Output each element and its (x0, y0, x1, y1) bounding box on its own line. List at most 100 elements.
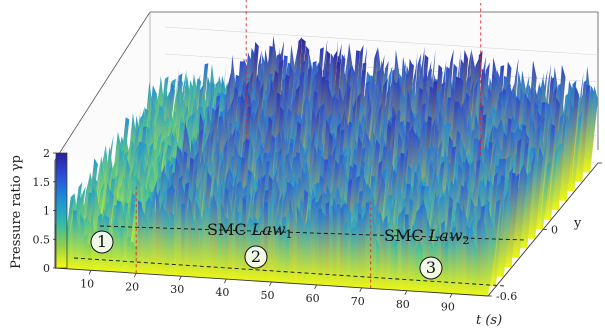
surface-patch (372, 213, 377, 289)
annotation-law2-italic: Law (428, 226, 463, 245)
surface-patch (441, 220, 445, 294)
x-tick-mark (178, 275, 182, 281)
surface-patch (239, 216, 243, 281)
surface-patch (195, 199, 200, 278)
surface-patch (361, 212, 366, 289)
surface-patch (318, 208, 322, 286)
colorbar-tick-label: 0 (43, 262, 50, 275)
surface-patch (539, 162, 551, 230)
surface-patch (350, 226, 355, 288)
surface-patch (224, 217, 229, 280)
surface-patch (397, 211, 402, 291)
surface-patch (221, 203, 225, 279)
annotation-law1-sub: 1 (286, 228, 293, 241)
surface-patch (379, 209, 384, 290)
surface-patch (540, 117, 553, 210)
surface-patch (152, 192, 156, 275)
surface-patch (174, 195, 178, 276)
x-tick-label: 40 (215, 286, 229, 299)
surface-patch (401, 227, 405, 291)
surface-patch (408, 232, 413, 292)
surface-patch (314, 213, 319, 285)
svg-text:SMC Law2: SMC Law2 (384, 226, 470, 247)
surface-patch (586, 85, 598, 173)
surface-patch (116, 218, 120, 273)
x-tick-mark (314, 284, 317, 290)
x-tick-label: 70 (351, 295, 365, 308)
surface-patch (130, 241, 135, 274)
surface-patch (127, 236, 131, 273)
surface-patch (578, 84, 591, 182)
x-tick-label: 50 (261, 289, 275, 302)
surface-patch (184, 204, 189, 277)
x-tick-mark (449, 293, 453, 298)
region-marker-2: 2 (244, 245, 268, 269)
surface-patch (177, 192, 182, 277)
surface-patch (217, 218, 221, 279)
surface-patch (267, 197, 272, 282)
surface-patch (492, 199, 504, 287)
surface-patch (500, 185, 512, 277)
surface-patch (520, 170, 532, 249)
annotation-law2: SMC Law2 (384, 226, 470, 247)
colorbar-tick-label: 0.5 (33, 233, 51, 246)
surface-patch (523, 152, 536, 249)
svg-text:SMC Law1: SMC Law1 (207, 220, 293, 241)
surface-patch (575, 90, 587, 182)
surface-patch (354, 222, 359, 288)
y-tick-label: 0 (551, 224, 558, 237)
surface-patch (531, 146, 543, 239)
surface-patch (199, 205, 203, 278)
surface-patch (563, 99, 575, 201)
surface-patch (347, 214, 351, 288)
surface-patch (325, 201, 330, 286)
annotation-law1: SMC Law1 (207, 220, 293, 241)
surface-patch (282, 216, 286, 283)
grid-line (164, 26, 599, 56)
surface-patch (73, 210, 77, 270)
surface-patch (470, 225, 474, 296)
surface-patch (535, 139, 548, 230)
surface-patch (322, 211, 326, 286)
x-ticks: 10 20 30 40 50 60 70 80 90 (80, 270, 455, 314)
x-tick-mark (404, 290, 408, 295)
region-marker-2-text: 2 (251, 247, 261, 266)
surface-patch (466, 225, 470, 295)
surface-patch (145, 213, 149, 275)
surface-patch (412, 224, 416, 292)
surface-patch (340, 203, 344, 287)
colorbar-tick-label: 1.5 (33, 176, 51, 189)
region-marker-1: 1 (90, 230, 114, 254)
surface-patch (228, 196, 232, 280)
floor-dashed (73, 225, 526, 287)
x-tick-label: 20 (125, 280, 139, 293)
surface-patch (87, 242, 92, 271)
surface-patch (329, 211, 333, 286)
x-tick-mark (224, 278, 227, 284)
annotation-law1-prefix: SMC (207, 220, 252, 239)
surface-patch (459, 218, 463, 295)
colorbar: 0 0.5 1 1.5 2 Pressure ratio γp (9, 147, 68, 275)
surface-patch (368, 208, 373, 289)
y-tick-label: -0.6 (496, 290, 517, 303)
surface-patch (547, 144, 559, 220)
annotation-law2-sub: 2 (463, 234, 470, 247)
surface-patch (582, 85, 595, 173)
surface-patch (480, 222, 485, 296)
surface-patch (271, 196, 276, 283)
surface-patch (527, 151, 540, 239)
annotation-law1-italic: Law (251, 220, 286, 239)
surface-patch (555, 114, 567, 211)
surface-patch (394, 238, 398, 291)
surface-patch (477, 217, 481, 296)
surface-patch (307, 215, 312, 285)
surface-patch (496, 190, 508, 277)
surface-patch (508, 173, 520, 268)
surface-patch (141, 204, 146, 274)
surface-patch (210, 193, 214, 279)
x-tick-label: 60 (306, 292, 320, 305)
surface-patch (242, 197, 247, 281)
surface-patch (293, 198, 297, 284)
surface-patch (138, 200, 142, 274)
